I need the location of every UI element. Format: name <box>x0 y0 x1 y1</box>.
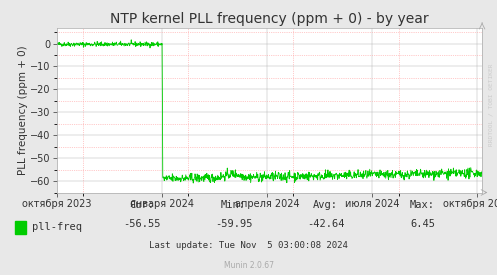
Text: RRDTOOL / TOBI OETIKER: RRDTOOL / TOBI OETIKER <box>489 63 494 146</box>
Text: Min:: Min: <box>221 200 246 210</box>
Text: Last update: Tue Nov  5 03:00:08 2024: Last update: Tue Nov 5 03:00:08 2024 <box>149 241 348 249</box>
Text: Max:: Max: <box>410 200 435 210</box>
Text: -56.55: -56.55 <box>123 219 161 229</box>
Text: Cur:: Cur: <box>129 200 154 210</box>
Text: pll-freq: pll-freq <box>32 222 83 232</box>
Title: NTP kernel PLL frequency (ppm + 0) - by year: NTP kernel PLL frequency (ppm + 0) - by … <box>110 12 429 26</box>
Text: Avg:: Avg: <box>313 200 338 210</box>
Text: 6.45: 6.45 <box>410 219 435 229</box>
Text: -42.64: -42.64 <box>307 219 344 229</box>
Text: -59.95: -59.95 <box>215 219 252 229</box>
Text: Munin 2.0.67: Munin 2.0.67 <box>224 261 273 270</box>
Y-axis label: PLL frequency (ppm + 0): PLL frequency (ppm + 0) <box>18 45 28 175</box>
